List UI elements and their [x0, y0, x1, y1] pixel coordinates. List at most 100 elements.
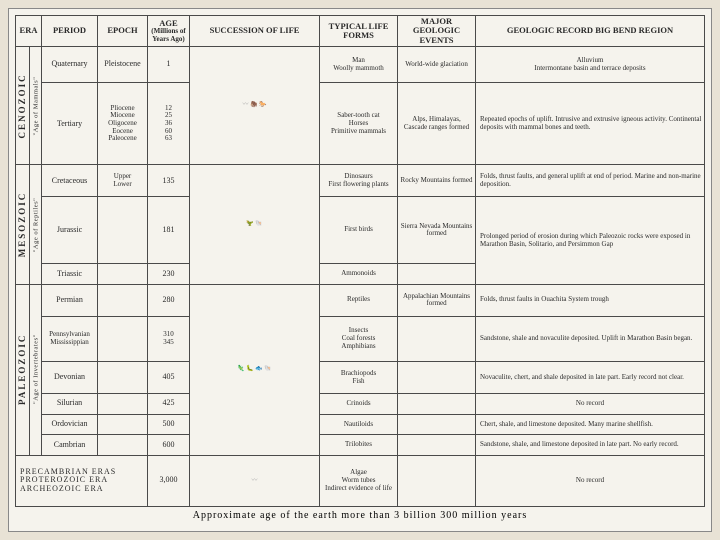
epoch-devonian [98, 362, 148, 394]
header-forms: TYPICAL LIFE FORMS [320, 16, 398, 47]
row-cretaceous: MESOZOIC "Age of Reptiles" Cretaceous Up… [16, 165, 705, 197]
period-permian: Permian [42, 284, 98, 316]
row-ordovician: Ordovician 500 Nautiloids Chert, shale, … [16, 414, 705, 435]
epoch-permian [98, 284, 148, 316]
geologic-time-table: ERA PERIOD EPOCH AGE (Millions of Years … [15, 15, 705, 507]
precambrian-labels: PRECAMBRIAN ERAS PROTEROZOIC ERA ARCHEOZ… [16, 455, 148, 506]
events-quaternary: World-wide glaciation [398, 47, 476, 83]
forms-tertiary: Saber-tooth catHorsesPrimitive mammals [320, 83, 398, 165]
period-devonian: Devonian [42, 362, 98, 394]
header-events: MAJOR GEOLOGIC EVENTS [398, 16, 476, 47]
epoch-cambrian [98, 435, 148, 456]
forms-quaternary: ManWoolly mammoth [320, 47, 398, 83]
row-devonian: Devonian 405 BrachiopodsFish Novaculite,… [16, 362, 705, 394]
age-quaternary: 1 [148, 47, 190, 83]
record-cambrian: Sandstone, shale, and limestone deposite… [476, 435, 705, 456]
age-triassic: 230 [148, 264, 190, 285]
epoch-quaternary: Pleistocene [98, 47, 148, 83]
age-precambrian: 3,000 [148, 455, 190, 506]
row-tertiary: Tertiary PlioceneMioceneOligoceneEoceneP… [16, 83, 705, 165]
header-period: PERIOD [42, 16, 98, 47]
footer-caption: Approximate age of the earth more than 3… [15, 507, 705, 521]
record-penn-miss: Sandstone, shale and novaculite deposite… [476, 316, 705, 361]
events-ordovician [398, 414, 476, 435]
row-permian: PALEOZOIC "Age of Invertebrates" Permian… [16, 284, 705, 316]
era-cenozoic: CENOZOIC [16, 47, 30, 165]
row-precambrian: PRECAMBRIAN ERAS PROTEROZOIC ERA ARCHEOZ… [16, 455, 705, 506]
events-jurassic: Sierra Nevada Mountains formed [398, 197, 476, 264]
age-cambrian: 600 [148, 435, 190, 456]
header-era: ERA [16, 16, 42, 47]
period-jurassic: Jurassic [42, 197, 98, 264]
succession-precambrian: 〰 [190, 455, 320, 506]
row-quaternary: CENOZOIC "Age of Mammals" Quaternary Ple… [16, 47, 705, 83]
forms-ordovician: Nautiloids [320, 414, 398, 435]
epoch-jurassic [98, 197, 148, 264]
events-silurian [398, 394, 476, 415]
forms-cambrian: Trilobites [320, 435, 398, 456]
precambrian-label3: ARCHEOZOIC ERA [20, 485, 145, 494]
record-jurassic-triassic: Prolonged period of erosion during which… [476, 197, 705, 284]
age-devonian: 405 [148, 362, 190, 394]
period-quaternary: Quaternary [42, 47, 98, 83]
header-epoch: EPOCH [98, 16, 148, 47]
epoch-cretaceous: UpperLower [98, 165, 148, 197]
events-precambrian [398, 455, 476, 506]
age-silurian: 425 [148, 394, 190, 415]
succession-paleozoic: 🦎 🐛 🐟 🐚 [190, 284, 320, 455]
age-tertiary: 1225366063 [148, 83, 190, 165]
period-cretaceous: Cretaceous [42, 165, 98, 197]
row-silurian: Silurian 425 Crinoids No record [16, 394, 705, 415]
epoch-penn-miss [98, 316, 148, 361]
forms-silurian: Crinoids [320, 394, 398, 415]
age-cretaceous: 135 [148, 165, 190, 197]
age-ordovician: 500 [148, 414, 190, 435]
era-paleozoic: PALEOZOIC [16, 284, 30, 455]
forms-precambrian: AlgaeWorm tubesIndirect evidence of life [320, 455, 398, 506]
period-triassic: Triassic [42, 264, 98, 285]
record-devonian: Novaculite, chert, and shale deposited i… [476, 362, 705, 394]
forms-jurassic: First birds [320, 197, 398, 264]
forms-cretaceous: DinosaursFirst flowering plants [320, 165, 398, 197]
record-silurian: No record [476, 394, 705, 415]
events-tertiary: Alps, Himalayas, Cascade ranges formed [398, 83, 476, 165]
record-tertiary: Repeated epochs of uplift. Intrusive and… [476, 83, 705, 165]
events-triassic [398, 264, 476, 285]
succession-mesozoic: 🦖 🐚 [190, 165, 320, 284]
epoch-silurian [98, 394, 148, 415]
age-penn-miss: 310345 [148, 316, 190, 361]
era-paleozoic-sub: "Age of Invertebrates" [30, 284, 42, 455]
events-permian: Appalachian Mountains formed [398, 284, 476, 316]
row-penn-miss: PennsylvanianMississippian 310345 Insect… [16, 316, 705, 361]
header-record: GEOLOGIC RECORD BIG BEND REGION [476, 16, 705, 47]
age-permian: 280 [148, 284, 190, 316]
record-quaternary: AlluviumIntermontane basin and terrace d… [476, 47, 705, 83]
age-jurassic: 181 [148, 197, 190, 264]
row-jurassic: Jurassic 181 First birds Sierra Nevada M… [16, 197, 705, 264]
events-cretaceous: Rocky Mountains formed [398, 165, 476, 197]
period-silurian: Silurian [42, 394, 98, 415]
record-precambrian: No record [476, 455, 705, 506]
forms-permian: Reptiles [320, 284, 398, 316]
events-devonian [398, 362, 476, 394]
events-cambrian [398, 435, 476, 456]
period-penn-miss: PennsylvanianMississippian [42, 316, 98, 361]
period-tertiary: Tertiary [42, 83, 98, 165]
epoch-triassic [98, 264, 148, 285]
era-mesozoic-sub: "Age of Reptiles" [30, 165, 42, 284]
header-row: ERA PERIOD EPOCH AGE (Millions of Years … [16, 16, 705, 47]
row-cambrian: Cambrian 600 Trilobites Sandstone, shale… [16, 435, 705, 456]
header-age-sub: (Millions of Years Ago) [150, 28, 187, 43]
record-cretaceous: Folds, thrust faults, and general uplift… [476, 165, 705, 197]
record-permian: Folds, thrust faults in Ouachita System … [476, 284, 705, 316]
epoch-tertiary: PlioceneMioceneOligoceneEocenePaleocene [98, 83, 148, 165]
forms-penn-miss: InsectsCoal forestsAmphibians [320, 316, 398, 361]
era-cenozoic-sub: "Age of Mammals" [30, 47, 42, 165]
events-penn-miss [398, 316, 476, 361]
header-age: AGE (Millions of Years Ago) [148, 16, 190, 47]
period-ordovician: Ordovician [42, 414, 98, 435]
record-ordovician: Chert, shale, and limestone deposited. M… [476, 414, 705, 435]
forms-triassic: Ammonoids [320, 264, 398, 285]
epoch-ordovician [98, 414, 148, 435]
header-succession: SUCCESSION OF LIFE [190, 16, 320, 47]
